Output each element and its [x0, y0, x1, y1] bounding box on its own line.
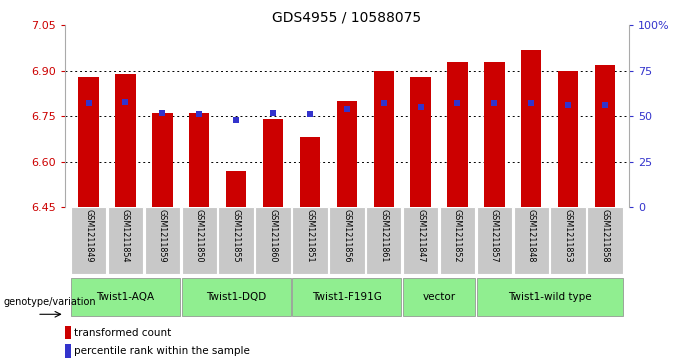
Point — [562, 102, 573, 108]
Bar — [373, 71, 394, 207]
Point — [305, 111, 316, 117]
Bar — [558, 71, 578, 207]
Text: genotype/variation: genotype/variation — [3, 297, 96, 307]
Text: GSM1211855: GSM1211855 — [232, 209, 241, 262]
Bar — [300, 137, 320, 207]
Bar — [182, 207, 217, 274]
Text: Twist1-F191G: Twist1-F191G — [312, 292, 381, 302]
Bar — [329, 207, 364, 274]
Text: GSM1211852: GSM1211852 — [453, 209, 462, 262]
Point — [157, 110, 168, 115]
Bar — [255, 207, 291, 274]
Bar — [550, 207, 586, 274]
Text: GSM1211858: GSM1211858 — [600, 209, 609, 262]
Text: GSM1211850: GSM1211850 — [194, 209, 204, 262]
Text: GSM1211853: GSM1211853 — [564, 209, 573, 262]
Bar — [588, 207, 623, 274]
Text: GSM1211854: GSM1211854 — [121, 209, 130, 262]
Bar — [226, 171, 246, 207]
Bar — [595, 65, 615, 207]
Bar — [477, 278, 623, 315]
Bar — [292, 207, 328, 274]
Text: GSM1211859: GSM1211859 — [158, 209, 167, 262]
Point — [231, 117, 241, 123]
Text: GSM1211856: GSM1211856 — [342, 209, 352, 262]
Bar — [484, 62, 505, 207]
Text: vector: vector — [422, 292, 456, 302]
Point — [268, 110, 279, 115]
Bar — [189, 113, 209, 207]
Bar — [116, 74, 135, 207]
Bar — [107, 207, 143, 274]
Point — [120, 99, 131, 105]
Text: GSM1211860: GSM1211860 — [269, 209, 277, 262]
Title: GDS4955 / 10588075: GDS4955 / 10588075 — [272, 10, 422, 24]
Point — [415, 104, 426, 110]
Point — [526, 101, 537, 106]
Bar — [152, 113, 173, 207]
Text: GSM1211857: GSM1211857 — [490, 209, 499, 262]
Bar — [292, 278, 401, 315]
Text: GSM1211851: GSM1211851 — [305, 209, 314, 262]
Point — [452, 101, 463, 106]
Text: GSM1211861: GSM1211861 — [379, 209, 388, 262]
Bar — [521, 50, 541, 207]
Bar — [513, 207, 549, 274]
Point — [83, 101, 94, 106]
Bar — [403, 278, 475, 315]
Bar — [440, 207, 475, 274]
Text: Twist1-wild type: Twist1-wild type — [508, 292, 592, 302]
Bar — [366, 207, 401, 274]
Text: GSM1211847: GSM1211847 — [416, 209, 425, 262]
Bar — [182, 278, 291, 315]
Text: GSM1211848: GSM1211848 — [527, 209, 536, 262]
Bar — [403, 207, 439, 274]
Bar — [145, 207, 180, 274]
Point — [341, 106, 352, 112]
Text: transformed count: transformed count — [74, 327, 171, 338]
Point — [194, 111, 205, 117]
Point — [600, 102, 611, 108]
Text: Twist1-AQA: Twist1-AQA — [97, 292, 154, 302]
Bar — [78, 77, 99, 207]
Bar — [447, 62, 468, 207]
Bar — [71, 278, 180, 315]
Point — [378, 101, 389, 106]
Bar — [65, 326, 71, 339]
Point — [489, 101, 500, 106]
Bar — [477, 207, 512, 274]
Bar — [411, 77, 430, 207]
Bar — [263, 119, 283, 207]
Text: Twist1-DQD: Twist1-DQD — [206, 292, 267, 302]
Bar — [337, 101, 357, 207]
Bar — [71, 207, 106, 274]
Bar — [218, 207, 254, 274]
Bar — [65, 344, 71, 358]
Text: GSM1211849: GSM1211849 — [84, 209, 93, 262]
Text: percentile rank within the sample: percentile rank within the sample — [74, 346, 250, 356]
